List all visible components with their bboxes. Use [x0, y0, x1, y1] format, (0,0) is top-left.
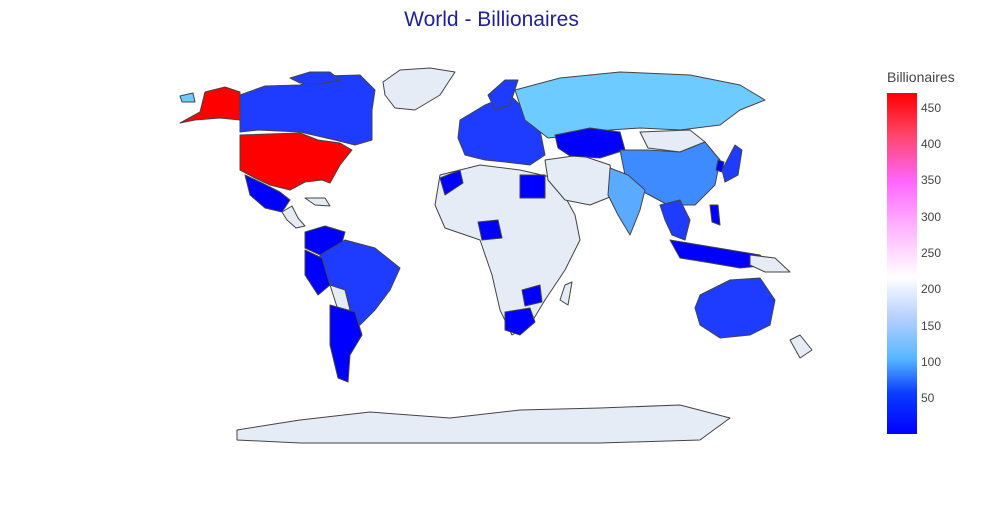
map-title: World - Billionaires — [404, 8, 579, 31]
region-mexico — [244, 174, 291, 213]
region-caribbean — [304, 197, 331, 207]
colorbar-tick-label: 350 — [921, 173, 942, 188]
region-russia — [514, 71, 766, 139]
region-canada-islands — [289, 71, 341, 85]
region-antarctica — [236, 404, 731, 444]
colorbar-tick-label: 250 — [921, 245, 942, 260]
region-new-guinea — [749, 254, 791, 273]
region-argentina — [329, 304, 363, 383]
region-se-asia — [659, 199, 691, 241]
colorbar-tick-label: 400 — [921, 136, 942, 151]
region-south-africa — [504, 307, 536, 336]
region-egypt — [519, 174, 546, 199]
region-central-america — [281, 205, 306, 229]
region-scandinavia — [487, 79, 519, 111]
region-morocco — [439, 169, 464, 196]
region-madagascar — [559, 281, 573, 306]
colorbar-tick-label: 300 — [921, 209, 942, 224]
region-peru — [304, 249, 331, 296]
region-australia — [694, 277, 776, 339]
region-india — [607, 167, 646, 236]
colorbar-tick-label: 450 — [921, 100, 942, 115]
colorbar-tick-label: 100 — [921, 355, 942, 370]
region-philippines — [709, 204, 721, 226]
colorbar-tick-label: 200 — [921, 282, 942, 297]
colorbar-gradient — [887, 93, 917, 434]
region-alaska — [179, 86, 241, 124]
region-nigeria — [477, 219, 503, 241]
colorbar-title: Billionaires — [887, 69, 955, 85]
region-japan — [721, 144, 743, 183]
region-greenland — [382, 67, 456, 111]
region-kazakhstan — [554, 127, 626, 159]
region-alaska-tip — [179, 92, 196, 103]
region-korea — [715, 159, 725, 173]
region-new-zealand — [789, 334, 813, 359]
region-tanzania — [521, 284, 543, 307]
colorbar-tick-label: 50 — [921, 391, 935, 406]
region-africa — [434, 164, 581, 336]
colorbar-tick-label: 150 — [921, 318, 942, 333]
region-bolivia — [329, 284, 351, 311]
region-usa — [239, 132, 353, 191]
